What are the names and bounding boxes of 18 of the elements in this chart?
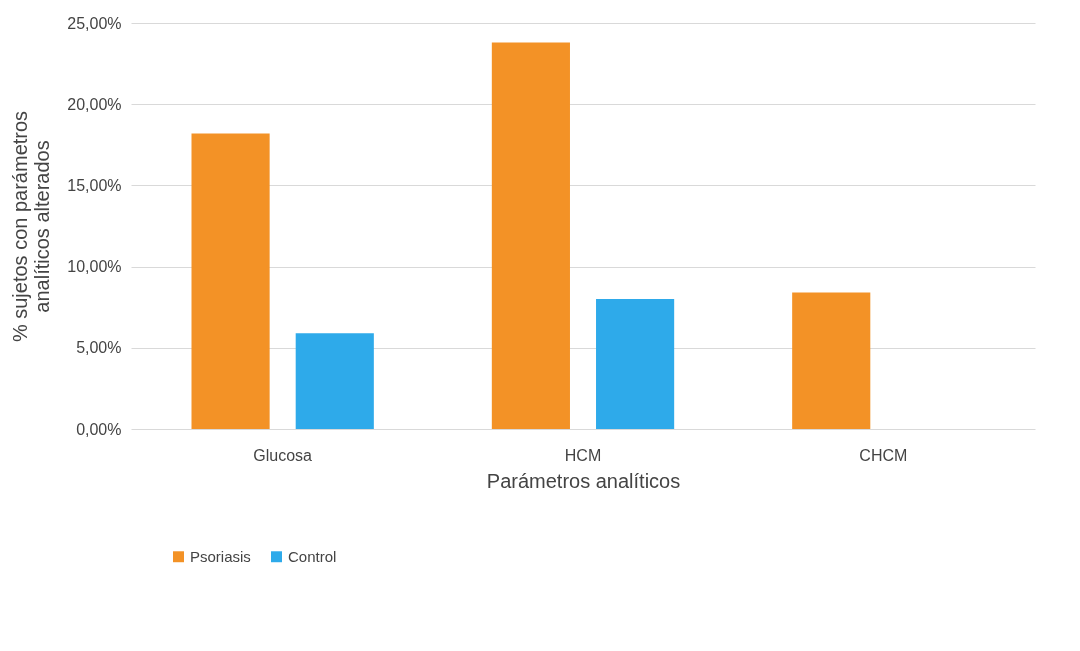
y-tick-label: 15,00% [67, 176, 122, 194]
x-tick-label: HCM [564, 446, 602, 464]
y-tick-label: 25,00% [67, 14, 122, 32]
y-tick-label: 0,00% [76, 420, 122, 438]
x-tick-label: CHCM [859, 446, 908, 464]
x-tick-label: Glucosa [253, 446, 313, 464]
bar [792, 292, 871, 429]
y-tick-label: 5,00% [76, 339, 122, 357]
y-tick-label: 10,00% [67, 258, 122, 276]
y-tick-label: 20,00% [67, 95, 122, 113]
legend-label: Psoriasis [190, 547, 251, 565]
bar [491, 42, 570, 429]
y-axis-title: % sujetos con parámetros analíticos alterados [9, 110, 54, 343]
bar [295, 333, 374, 429]
x-axis-title: Parámetros analíticos [486, 469, 681, 492]
bar [191, 133, 270, 429]
bar [596, 299, 675, 429]
legend-label: Control [288, 547, 337, 565]
